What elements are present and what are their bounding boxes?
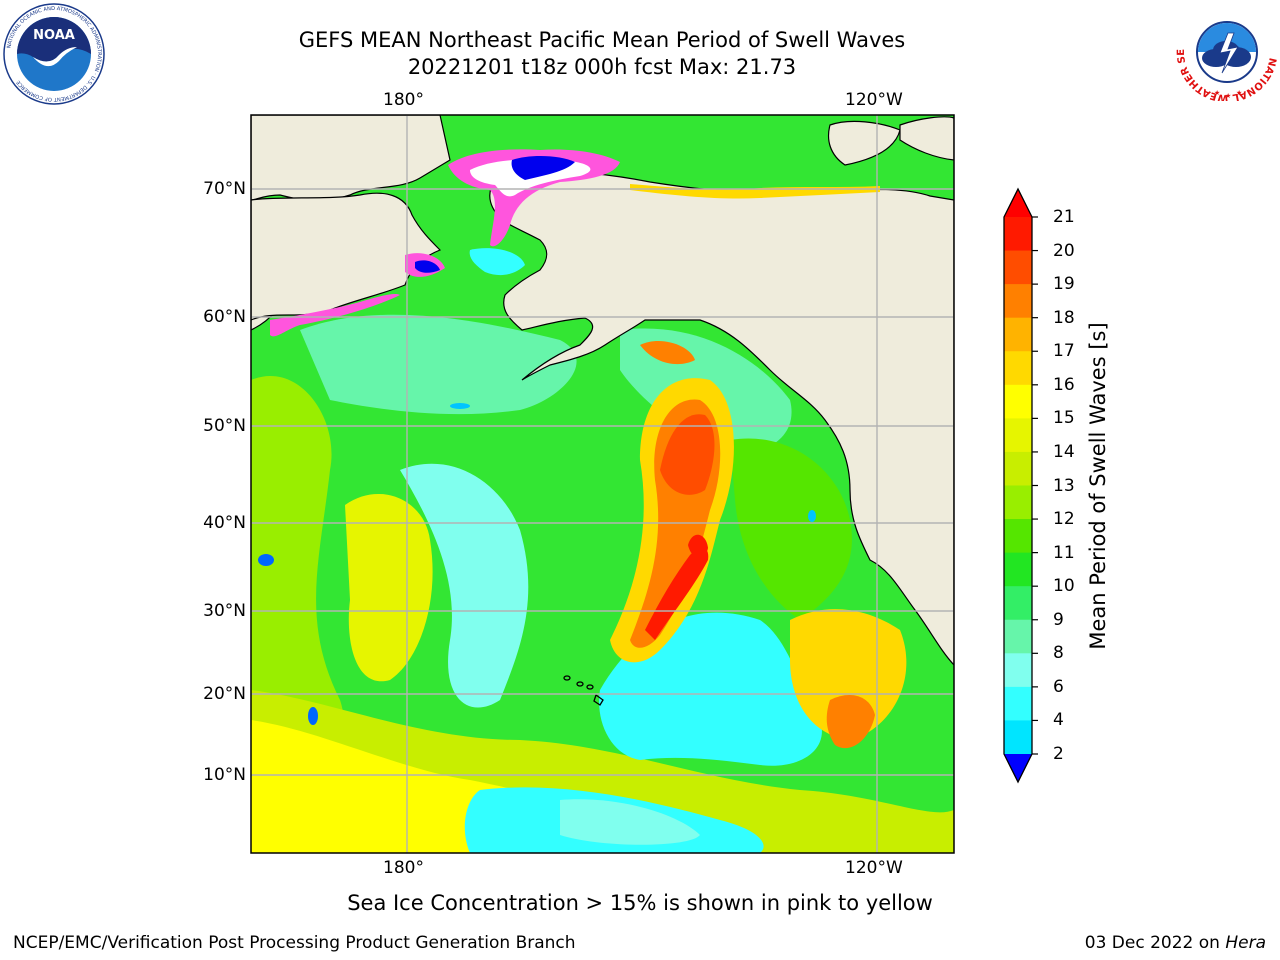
lon-label-top-180: 180° [383,90,424,110]
svg-text:NOAA: NOAA [33,28,75,43]
colorbar-tick-label: 15 [1053,408,1075,429]
swell-speck-blue-4 [450,403,470,409]
colorbar-tick-label: 14 [1053,441,1075,462]
colorbar [1003,187,1038,784]
swell-speck-blue-1 [258,554,274,566]
colorbar-tick-label: 4 [1053,710,1064,731]
colorbar-tick-label: 8 [1053,643,1064,664]
hawaiian-islands [563,675,604,706]
colorbar-segment [1004,653,1032,688]
colorbar-segment [1004,250,1032,285]
footer-date: 03 Dec 2022 on Hera [1085,933,1266,953]
colorbar-segment [1004,552,1032,587]
lat-label-60n: 60°N [203,307,246,327]
svg-text:★: ★ [1236,89,1242,97]
colorbar-tick-label: 9 [1053,609,1064,630]
colorbar-segment [1004,519,1032,554]
swell-zone-red-streak [645,548,709,640]
graticule [251,115,954,853]
colorbar-tick-label: 16 [1053,374,1075,395]
colorbar-tick-label: 17 [1053,341,1075,362]
land-arctic-island-2 [899,116,954,161]
footer-date-text: 03 Dec 2022 on [1084,933,1226,953]
colorbar-tick-label: 6 [1053,676,1064,697]
lat-label-20n: 20°N [203,684,246,704]
chart-subtitle: 20221201 t18z 000h fcst Max: 21.73 [407,55,797,79]
footer-credit: NCEP/EMC/Verification Post Processing Pr… [13,933,576,953]
colorbar-segment [1004,284,1032,319]
colorbar-segment [1004,217,1032,252]
swell-zone-redorange-core [660,414,715,495]
swell-speck-blue-3 [808,510,816,522]
colorbar-tick-label: 21 [1053,207,1075,227]
sea-ice-coast-west [270,293,400,337]
colorbar-label: Mean Period of Swell Waves [s] [1086,322,1110,650]
lat-label-10n: 10°N [203,765,246,785]
lon-label-bottom-120w: 120°W [845,858,903,878]
swell-zone-red-blob [688,534,708,558]
colorbar-segment [1004,451,1032,487]
chart-title: GEFS MEAN Northeast Pacific Mean Period … [298,28,906,52]
colorbar-under-arrow [1004,754,1032,782]
swell-zone-yellowgreen-west [251,376,344,786]
sea-ice-coast-yellow [630,184,880,199]
noaa-logo-icon: NATIONAL OCEANIC AND ATMOSPHERIC ADMINIS… [3,3,105,105]
colorbar-segment [1004,686,1032,722]
colorbar-tick-label: 20 [1053,240,1075,261]
colorbar-segment [1004,351,1032,386]
colorbar-segment [1004,720,1032,755]
lat-label-40n: 40°N [203,513,246,533]
colorbar-tick-label: 19 [1053,274,1075,295]
land-arctic-island-1 [827,120,901,166]
lat-label-30n: 30°N [203,601,246,621]
colorbar-over-arrow [1004,189,1032,217]
colorbar-tick-label: 12 [1053,509,1075,530]
colorbar-segment [1004,317,1032,352]
colorbar-segment [1004,485,1032,520]
nws-logo-icon: NATIONAL WEATHER SERVICE ★ ★ ★ [1176,3,1278,101]
swell-zone-aqua-strip [560,799,700,845]
svg-text:★: ★ [1214,89,1220,97]
colorbar-tick-label: 11 [1053,542,1075,563]
colorbar-tick-label: 10 [1053,576,1075,597]
lat-label-70n: 70°N [203,179,246,199]
swell-zone-green-east [730,438,852,620]
swell-zone-aqua-central [400,463,529,708]
lon-label-top-120w: 120°W [845,90,903,110]
colorbar-segment [1004,586,1032,621]
swell-zone-orange-north [640,340,695,365]
lon-label-bottom-180: 180° [383,858,424,878]
lat-label-50n: 50°N [203,416,246,436]
map-frame [250,114,955,854]
sea-ice-bering-blue [415,260,440,273]
sea-ice-chukchi-blue [511,156,575,180]
colorbar-tick-label: 13 [1053,475,1075,496]
swell-speck-blue-2 [308,707,318,725]
footer-host: Hera [1225,933,1266,953]
swell-zone-yellow-west [345,493,433,682]
sea-ice-caption: Sea Ice Concentration > 15% is shown in … [347,891,933,915]
colorbar-segment [1004,384,1032,419]
sea-ice-bering-north [469,248,525,276]
swell-zone-orange-east [826,695,875,749]
colorbar-segment [1004,619,1032,654]
land-alaska-canada [489,168,954,666]
colorbar-tick-label: 18 [1053,307,1075,328]
swell-zone-aqua-north [300,314,577,415]
colorbar-segment [1004,418,1032,453]
svg-text:★: ★ [1225,92,1231,100]
colorbar-tick-label: 2 [1053,744,1064,764]
